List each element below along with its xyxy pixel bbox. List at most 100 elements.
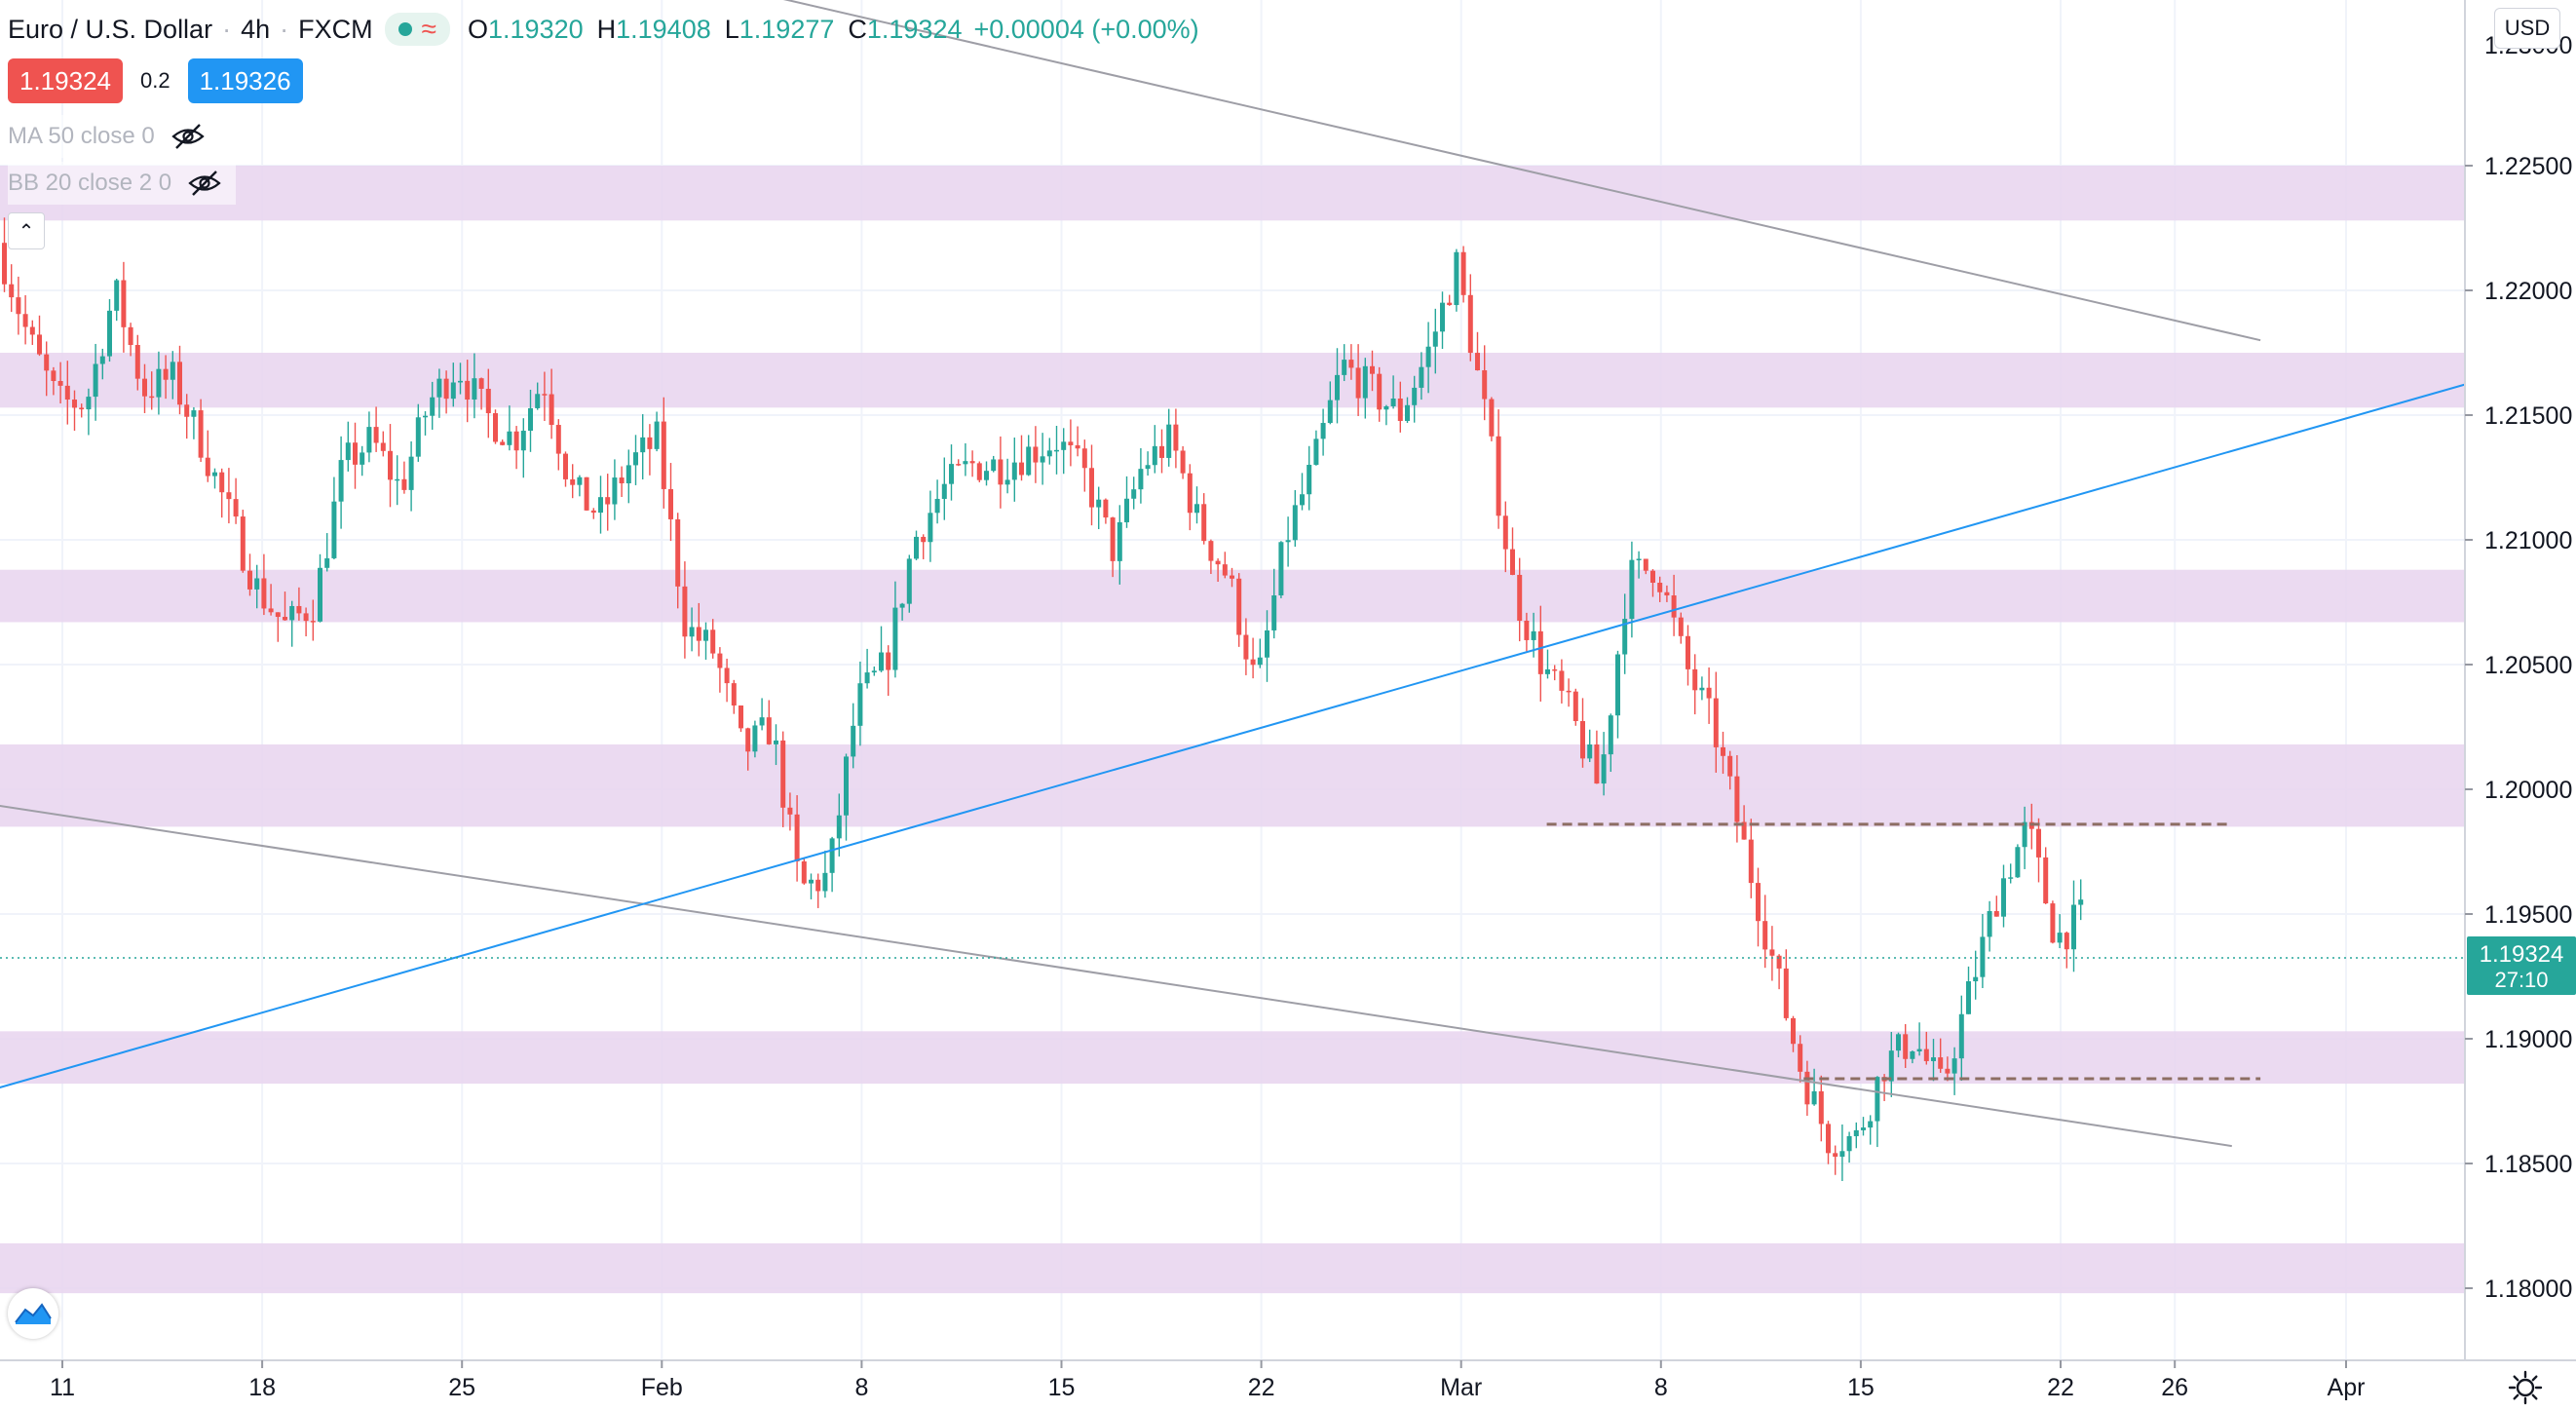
candle-up: [1271, 595, 1277, 630]
candle-down: [1664, 591, 1670, 596]
candle-up: [423, 415, 428, 418]
candle-up: [1265, 629, 1269, 658]
candle-down: [590, 510, 596, 514]
candle-down: [1475, 353, 1480, 371]
candle-down: [1201, 504, 1207, 542]
candle-up: [1124, 498, 1129, 522]
candle-up: [1622, 619, 1628, 655]
candle-down: [921, 536, 927, 543]
hidden-eye-icon[interactable]: [170, 122, 206, 151]
candle-down: [584, 477, 589, 511]
candle-up: [528, 407, 533, 432]
bb-indicator-legend[interactable]: BB 20 close 2 0: [8, 162, 237, 205]
sell-button[interactable]: 1.19324: [8, 58, 123, 103]
open-value: 1.19320: [488, 14, 584, 44]
last-price-badge: [2467, 936, 2576, 996]
candle-down: [443, 378, 449, 400]
price-tick-label: 1.22500: [2484, 153, 2572, 180]
candle-down: [373, 427, 379, 443]
candle-down: [1537, 630, 1543, 674]
candle-up: [822, 872, 828, 892]
candle-down: [1033, 446, 1039, 463]
supply-demand-zone: [0, 353, 2465, 408]
candle-up: [430, 397, 436, 416]
candle-up: [191, 410, 197, 417]
candle-up: [899, 603, 905, 608]
buy-button[interactable]: 1.19326: [187, 58, 303, 103]
candle-down: [142, 378, 147, 397]
symbol-name[interactable]: Euro / U.S. Dollar: [8, 14, 213, 44]
candle-up: [1587, 744, 1593, 759]
candle-down: [1180, 450, 1186, 474]
candle-up: [1383, 405, 1389, 410]
candle-down: [1706, 687, 1712, 699]
candle-down: [134, 345, 140, 379]
hidden-eye-icon[interactable]: [187, 169, 222, 198]
candle-up: [844, 756, 849, 816]
candle-down: [184, 404, 190, 417]
candle-up: [1300, 494, 1305, 506]
price-tick-label: 1.19500: [2484, 901, 2572, 929]
candle-up: [1194, 504, 1199, 514]
candle-down: [1243, 634, 1249, 660]
price-tick-label: 1.21000: [2484, 527, 2572, 554]
settings-gear-icon[interactable]: [2506, 1368, 2545, 1407]
candle-up: [1257, 657, 1263, 666]
candle-up: [2015, 847, 2021, 878]
ascending-trend-line: [0, 376, 2489, 1088]
candle-up: [1117, 521, 1122, 561]
candle-down: [1075, 444, 1080, 449]
candle-down: [163, 368, 169, 380]
candle-up: [633, 452, 638, 466]
candle-down: [22, 314, 28, 327]
candle-up: [1307, 465, 1312, 495]
currency-button[interactable]: USD: [2494, 8, 2560, 49]
candle-up: [1636, 558, 1642, 560]
candle-up: [366, 427, 372, 453]
candle-up: [1026, 446, 1032, 476]
candle-up: [2057, 933, 2063, 943]
candle-down: [275, 612, 281, 618]
exchange-label: FXCM: [298, 14, 373, 44]
candle-down: [1467, 294, 1473, 354]
candle-down: [998, 459, 1004, 485]
candle-up: [625, 465, 631, 484]
candle-up: [871, 670, 877, 673]
time-tick-label: Feb: [641, 1374, 683, 1401]
candle-down: [1230, 575, 1234, 579]
candle-down: [1377, 373, 1383, 410]
interval-label[interactable]: 4h: [241, 14, 271, 44]
ma-indicator-legend[interactable]: MA 50 close 0: [8, 115, 219, 158]
collapse-legend-button[interactable]: ⌃: [8, 212, 45, 249]
candle-down: [1671, 595, 1677, 618]
candle-down: [1804, 1071, 1810, 1105]
candle-up: [1096, 499, 1102, 508]
candle-down: [37, 334, 42, 355]
low-label: L: [724, 14, 739, 44]
time-tick-label: 18: [248, 1374, 276, 1401]
candle-up: [2071, 904, 2076, 950]
candle-up: [360, 452, 365, 465]
candle-down: [2, 243, 7, 285]
candle-up: [752, 725, 758, 752]
candle-down: [16, 297, 21, 315]
ma-indicator-label: MA 50 close 0: [8, 123, 155, 149]
candle-down: [1187, 473, 1193, 514]
time-tick-label: 8: [1654, 1374, 1668, 1401]
candle-down: [296, 605, 302, 614]
candle-down: [815, 879, 821, 892]
market-status-pill[interactable]: ≈: [384, 13, 450, 46]
candle-down: [619, 477, 625, 484]
candle-down: [1748, 839, 1754, 884]
candle-down: [1566, 690, 1572, 693]
candle-up: [1419, 366, 1424, 388]
candle-up: [345, 442, 351, 461]
tradingview-logo-icon[interactable]: [8, 1288, 58, 1339]
candle-down: [1089, 468, 1094, 508]
candle-down: [1756, 883, 1761, 922]
candle-down: [2036, 828, 2041, 858]
candle-up: [577, 477, 583, 485]
candle-up: [1292, 505, 1298, 541]
candle-up: [984, 471, 989, 480]
